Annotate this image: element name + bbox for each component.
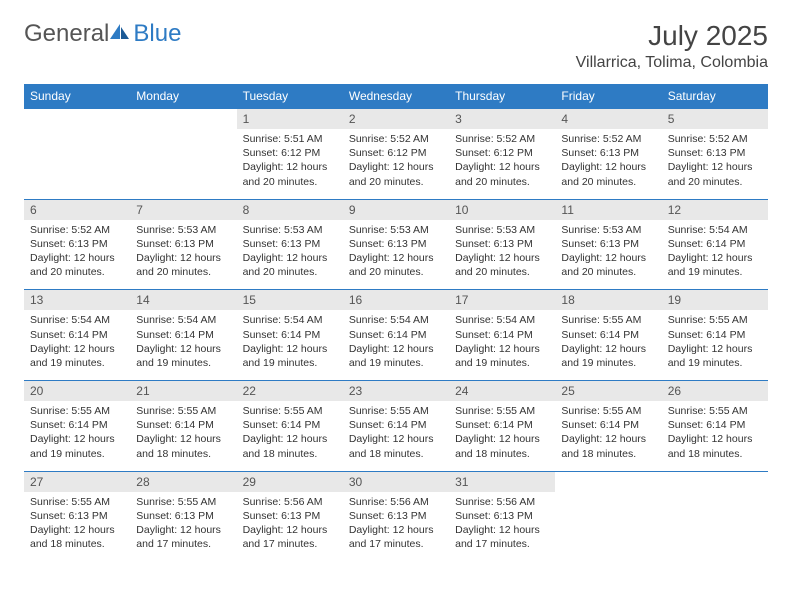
- day-number-row: 6789101112: [24, 199, 768, 220]
- day-number: 24: [449, 381, 555, 402]
- day-header-row: Sunday Monday Tuesday Wednesday Thursday…: [24, 84, 768, 109]
- day-number: 31: [449, 471, 555, 492]
- day-header: Saturday: [662, 84, 768, 109]
- day-content: Sunrise: 5:54 AM Sunset: 6:14 PM Dayligh…: [130, 310, 236, 380]
- day-content: Sunrise: 5:55 AM Sunset: 6:14 PM Dayligh…: [449, 401, 555, 471]
- day-content: Sunrise: 5:52 AM Sunset: 6:12 PM Dayligh…: [343, 129, 449, 199]
- day-number: 8: [237, 199, 343, 220]
- day-number-row: 13141516171819: [24, 290, 768, 311]
- logo: General Blue: [24, 20, 181, 48]
- day-number: 2: [343, 109, 449, 130]
- day-content: [555, 492, 661, 562]
- day-content: Sunrise: 5:51 AM Sunset: 6:12 PM Dayligh…: [237, 129, 343, 199]
- day-number: 18: [555, 290, 661, 311]
- day-number: 26: [662, 381, 768, 402]
- day-number: 19: [662, 290, 768, 311]
- day-content: Sunrise: 5:54 AM Sunset: 6:14 PM Dayligh…: [662, 220, 768, 290]
- day-number: 16: [343, 290, 449, 311]
- day-number: 10: [449, 199, 555, 220]
- day-content-row: Sunrise: 5:51 AM Sunset: 6:12 PM Dayligh…: [24, 129, 768, 199]
- day-content: Sunrise: 5:52 AM Sunset: 6:12 PM Dayligh…: [449, 129, 555, 199]
- day-content: Sunrise: 5:52 AM Sunset: 6:13 PM Dayligh…: [555, 129, 661, 199]
- day-header: Thursday: [449, 84, 555, 109]
- day-content: Sunrise: 5:55 AM Sunset: 6:14 PM Dayligh…: [662, 310, 768, 380]
- day-number-row: 20212223242526: [24, 381, 768, 402]
- day-header: Wednesday: [343, 84, 449, 109]
- day-content-row: Sunrise: 5:52 AM Sunset: 6:13 PM Dayligh…: [24, 220, 768, 290]
- day-content: [130, 129, 236, 199]
- day-content: Sunrise: 5:52 AM Sunset: 6:13 PM Dayligh…: [662, 129, 768, 199]
- day-number: 4: [555, 109, 661, 130]
- header: General Blue July 2025 Villarrica, Tolim…: [24, 20, 768, 72]
- day-number: 17: [449, 290, 555, 311]
- day-content: Sunrise: 5:56 AM Sunset: 6:13 PM Dayligh…: [343, 492, 449, 562]
- day-content: Sunrise: 5:55 AM Sunset: 6:14 PM Dayligh…: [237, 401, 343, 471]
- day-number: 22: [237, 381, 343, 402]
- day-content: Sunrise: 5:55 AM Sunset: 6:14 PM Dayligh…: [662, 401, 768, 471]
- day-content: Sunrise: 5:56 AM Sunset: 6:13 PM Dayligh…: [237, 492, 343, 562]
- day-content: Sunrise: 5:53 AM Sunset: 6:13 PM Dayligh…: [130, 220, 236, 290]
- day-content: Sunrise: 5:53 AM Sunset: 6:13 PM Dayligh…: [237, 220, 343, 290]
- day-number-row: 2728293031: [24, 471, 768, 492]
- day-content: [24, 129, 130, 199]
- day-content: Sunrise: 5:52 AM Sunset: 6:13 PM Dayligh…: [24, 220, 130, 290]
- day-number: 11: [555, 199, 661, 220]
- day-number: 23: [343, 381, 449, 402]
- day-content: [662, 492, 768, 562]
- day-number: [555, 471, 661, 492]
- day-content: Sunrise: 5:54 AM Sunset: 6:14 PM Dayligh…: [343, 310, 449, 380]
- day-number: [24, 109, 130, 130]
- day-number: 13: [24, 290, 130, 311]
- day-number: 27: [24, 471, 130, 492]
- day-content: Sunrise: 5:54 AM Sunset: 6:14 PM Dayligh…: [24, 310, 130, 380]
- day-content: Sunrise: 5:55 AM Sunset: 6:14 PM Dayligh…: [343, 401, 449, 471]
- title-block: July 2025 Villarrica, Tolima, Colombia: [576, 20, 768, 72]
- logo-text-general: General: [24, 20, 109, 48]
- day-content: Sunrise: 5:54 AM Sunset: 6:14 PM Dayligh…: [237, 310, 343, 380]
- calendar-table: Sunday Monday Tuesday Wednesday Thursday…: [24, 84, 768, 561]
- day-content: Sunrise: 5:53 AM Sunset: 6:13 PM Dayligh…: [555, 220, 661, 290]
- day-content: Sunrise: 5:54 AM Sunset: 6:14 PM Dayligh…: [449, 310, 555, 380]
- day-number: 25: [555, 381, 661, 402]
- day-number: 28: [130, 471, 236, 492]
- day-number: 1: [237, 109, 343, 130]
- day-number: 9: [343, 199, 449, 220]
- day-number: [662, 471, 768, 492]
- sail-icon: [109, 22, 131, 40]
- day-number: 15: [237, 290, 343, 311]
- day-number: 29: [237, 471, 343, 492]
- location: Villarrica, Tolima, Colombia: [576, 54, 768, 72]
- day-number: 14: [130, 290, 236, 311]
- day-number: 20: [24, 381, 130, 402]
- day-number: 5: [662, 109, 768, 130]
- month-year: July 2025: [576, 20, 768, 52]
- day-content: Sunrise: 5:56 AM Sunset: 6:13 PM Dayligh…: [449, 492, 555, 562]
- day-content: Sunrise: 5:55 AM Sunset: 6:13 PM Dayligh…: [24, 492, 130, 562]
- day-number-row: 12345: [24, 109, 768, 130]
- day-header: Tuesday: [237, 84, 343, 109]
- day-content: Sunrise: 5:55 AM Sunset: 6:14 PM Dayligh…: [555, 310, 661, 380]
- day-content: Sunrise: 5:53 AM Sunset: 6:13 PM Dayligh…: [343, 220, 449, 290]
- day-number: 12: [662, 199, 768, 220]
- day-content: Sunrise: 5:55 AM Sunset: 6:14 PM Dayligh…: [555, 401, 661, 471]
- day-content: Sunrise: 5:55 AM Sunset: 6:14 PM Dayligh…: [130, 401, 236, 471]
- day-header: Friday: [555, 84, 661, 109]
- day-content: Sunrise: 5:53 AM Sunset: 6:13 PM Dayligh…: [449, 220, 555, 290]
- logo-text-blue: Blue: [133, 20, 181, 48]
- day-number: 6: [24, 199, 130, 220]
- day-number: 30: [343, 471, 449, 492]
- day-content-row: Sunrise: 5:55 AM Sunset: 6:13 PM Dayligh…: [24, 492, 768, 562]
- day-header: Monday: [130, 84, 236, 109]
- day-header: Sunday: [24, 84, 130, 109]
- day-content-row: Sunrise: 5:54 AM Sunset: 6:14 PM Dayligh…: [24, 310, 768, 380]
- day-content-row: Sunrise: 5:55 AM Sunset: 6:14 PM Dayligh…: [24, 401, 768, 471]
- day-content: Sunrise: 5:55 AM Sunset: 6:14 PM Dayligh…: [24, 401, 130, 471]
- day-number: 21: [130, 381, 236, 402]
- day-content: Sunrise: 5:55 AM Sunset: 6:13 PM Dayligh…: [130, 492, 236, 562]
- day-number: [130, 109, 236, 130]
- day-number: 7: [130, 199, 236, 220]
- day-number: 3: [449, 109, 555, 130]
